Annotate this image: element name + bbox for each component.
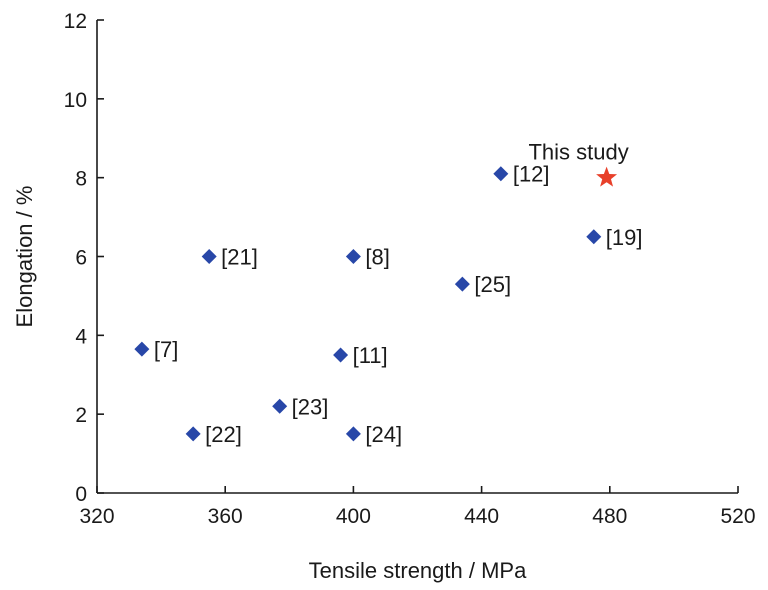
- point-label: This study: [528, 140, 628, 165]
- point-label: [12]: [513, 162, 550, 187]
- x-tick-label: 360: [208, 505, 243, 528]
- diamond-marker: [586, 229, 602, 245]
- diamond-marker: [345, 249, 361, 264]
- x-tick-label: 520: [720, 505, 755, 528]
- x-tick-label: 400: [336, 505, 371, 528]
- point-label: [7]: [154, 337, 178, 362]
- diamond-marker: [333, 347, 349, 363]
- data-points: [7] [21] [22] [23] [8] [11] [24] [25] [12] [19] Th…: [134, 140, 642, 447]
- y-tick-label: 10: [64, 89, 87, 112]
- point-label: [23]: [292, 394, 329, 419]
- point-label: [21]: [221, 245, 258, 270]
- x-axis-title: Tensile strength / MPa: [309, 558, 527, 583]
- highlight-star-marker: [596, 166, 618, 187]
- x-tick-label: 440: [464, 505, 499, 528]
- y-tick-label: 12: [64, 10, 87, 33]
- x-tick-label: 480: [592, 505, 627, 528]
- diamond-marker: [493, 166, 509, 182]
- y-tick-label: 2: [75, 404, 87, 427]
- y-tick-label: 0: [75, 483, 87, 506]
- y-tick-label: 6: [75, 247, 87, 270]
- diamond-marker: [272, 398, 288, 414]
- point-label: [24]: [365, 422, 402, 447]
- point-label: [25]: [474, 272, 511, 297]
- point-label: [22]: [205, 422, 242, 447]
- point-label: [11]: [353, 343, 388, 368]
- diamond-marker: [345, 426, 361, 442]
- diamond-marker: [134, 341, 150, 357]
- point-label: [8]: [365, 245, 389, 270]
- diamond-marker: [454, 276, 470, 292]
- y-axis-title: Elongation / %: [12, 186, 37, 328]
- diamond-marker: [185, 426, 201, 442]
- y-tick-label: 8: [75, 168, 87, 191]
- point-label: [19]: [606, 225, 643, 250]
- diamond-marker: [201, 249, 217, 264]
- y-tick-label: 4: [75, 325, 87, 348]
- axes: 320 360 400 440 480 520 0 2 4 6 8 10 12: [64, 10, 756, 528]
- x-tick-label: 320: [79, 505, 114, 528]
